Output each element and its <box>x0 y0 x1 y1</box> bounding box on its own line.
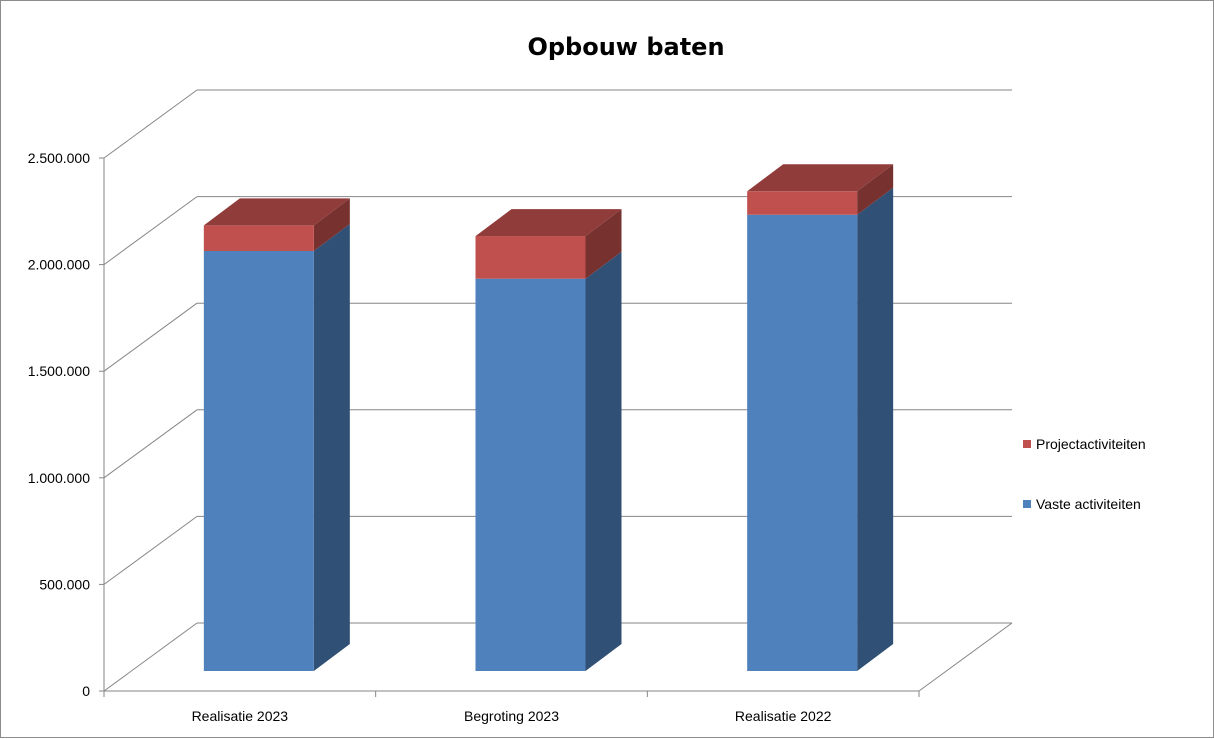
x-tick-label: Begroting 2023 <box>464 708 559 724</box>
y-tick-label: 2.500.000 <box>28 150 90 166</box>
floor-right-edge <box>918 622 1013 692</box>
x-tick-label: Realisatie 2022 <box>735 708 832 724</box>
bar-segment-projectactiviteiten <box>475 209 622 279</box>
legend-label: Projectactiviteiten <box>1036 436 1146 452</box>
y-tick-label: 500.000 <box>39 576 90 592</box>
bar-segment-vaste-activiteiten <box>475 251 622 671</box>
bar-side-face <box>313 198 350 251</box>
chart-title: Opbouw baten <box>527 33 724 61</box>
legend-label: Vaste activiteiten <box>1036 496 1141 512</box>
y-tick-label: 2.000.000 <box>28 257 90 273</box>
side-wall-gridline <box>103 622 198 692</box>
side-wall-gridline <box>103 302 198 372</box>
bar-side-face <box>313 223 350 671</box>
legend-item: Vaste activiteiten <box>1023 496 1141 512</box>
y-tick-label: 1.000.000 <box>28 470 90 486</box>
bar-front-face <box>475 278 586 671</box>
bar-front-face <box>747 191 858 215</box>
bar-side-face <box>585 251 622 671</box>
bar-top-face <box>203 198 350 226</box>
side-wall-gridline <box>103 515 198 585</box>
chart-bars <box>203 164 894 671</box>
side-wall-gridline <box>103 89 198 159</box>
y-tick-label: 1.500.000 <box>28 363 90 379</box>
bar-side-face <box>857 187 894 671</box>
bar-front-face <box>747 214 858 671</box>
bar-segment-vaste-activiteiten <box>747 187 894 671</box>
bar-top-face <box>475 209 622 237</box>
bar-front-face <box>475 236 586 279</box>
x-tick-label: Realisatie 2023 <box>192 708 289 724</box>
legend-item: Projectactiviteiten <box>1023 436 1146 452</box>
y-tick-label: 0 <box>82 683 90 699</box>
side-wall-gridline <box>103 409 198 479</box>
bar-front-face <box>203 225 314 251</box>
side-wall-gridline <box>103 196 198 266</box>
bar-segment-projectactiviteiten <box>747 164 894 215</box>
x-axis-ticks: Realisatie 2023 Begroting 2023 Realisatie … <box>103 691 920 724</box>
bar-side-face <box>857 164 894 215</box>
bar-side-face <box>585 209 622 279</box>
bar-top-face <box>747 164 894 192</box>
y-axis-ticks: 0 500.000 1.000.000 1.500.000 2.000.000 2.500… <box>28 150 104 699</box>
bar-front-face <box>203 250 314 671</box>
bar-segment-vaste-activiteiten <box>203 223 350 671</box>
legend: Projectactiviteiten Vaste activiteiten <box>1023 436 1146 512</box>
legend-swatch <box>1023 500 1031 508</box>
legend-swatch <box>1023 440 1031 448</box>
bar-segment-projectactiviteiten <box>203 198 350 251</box>
